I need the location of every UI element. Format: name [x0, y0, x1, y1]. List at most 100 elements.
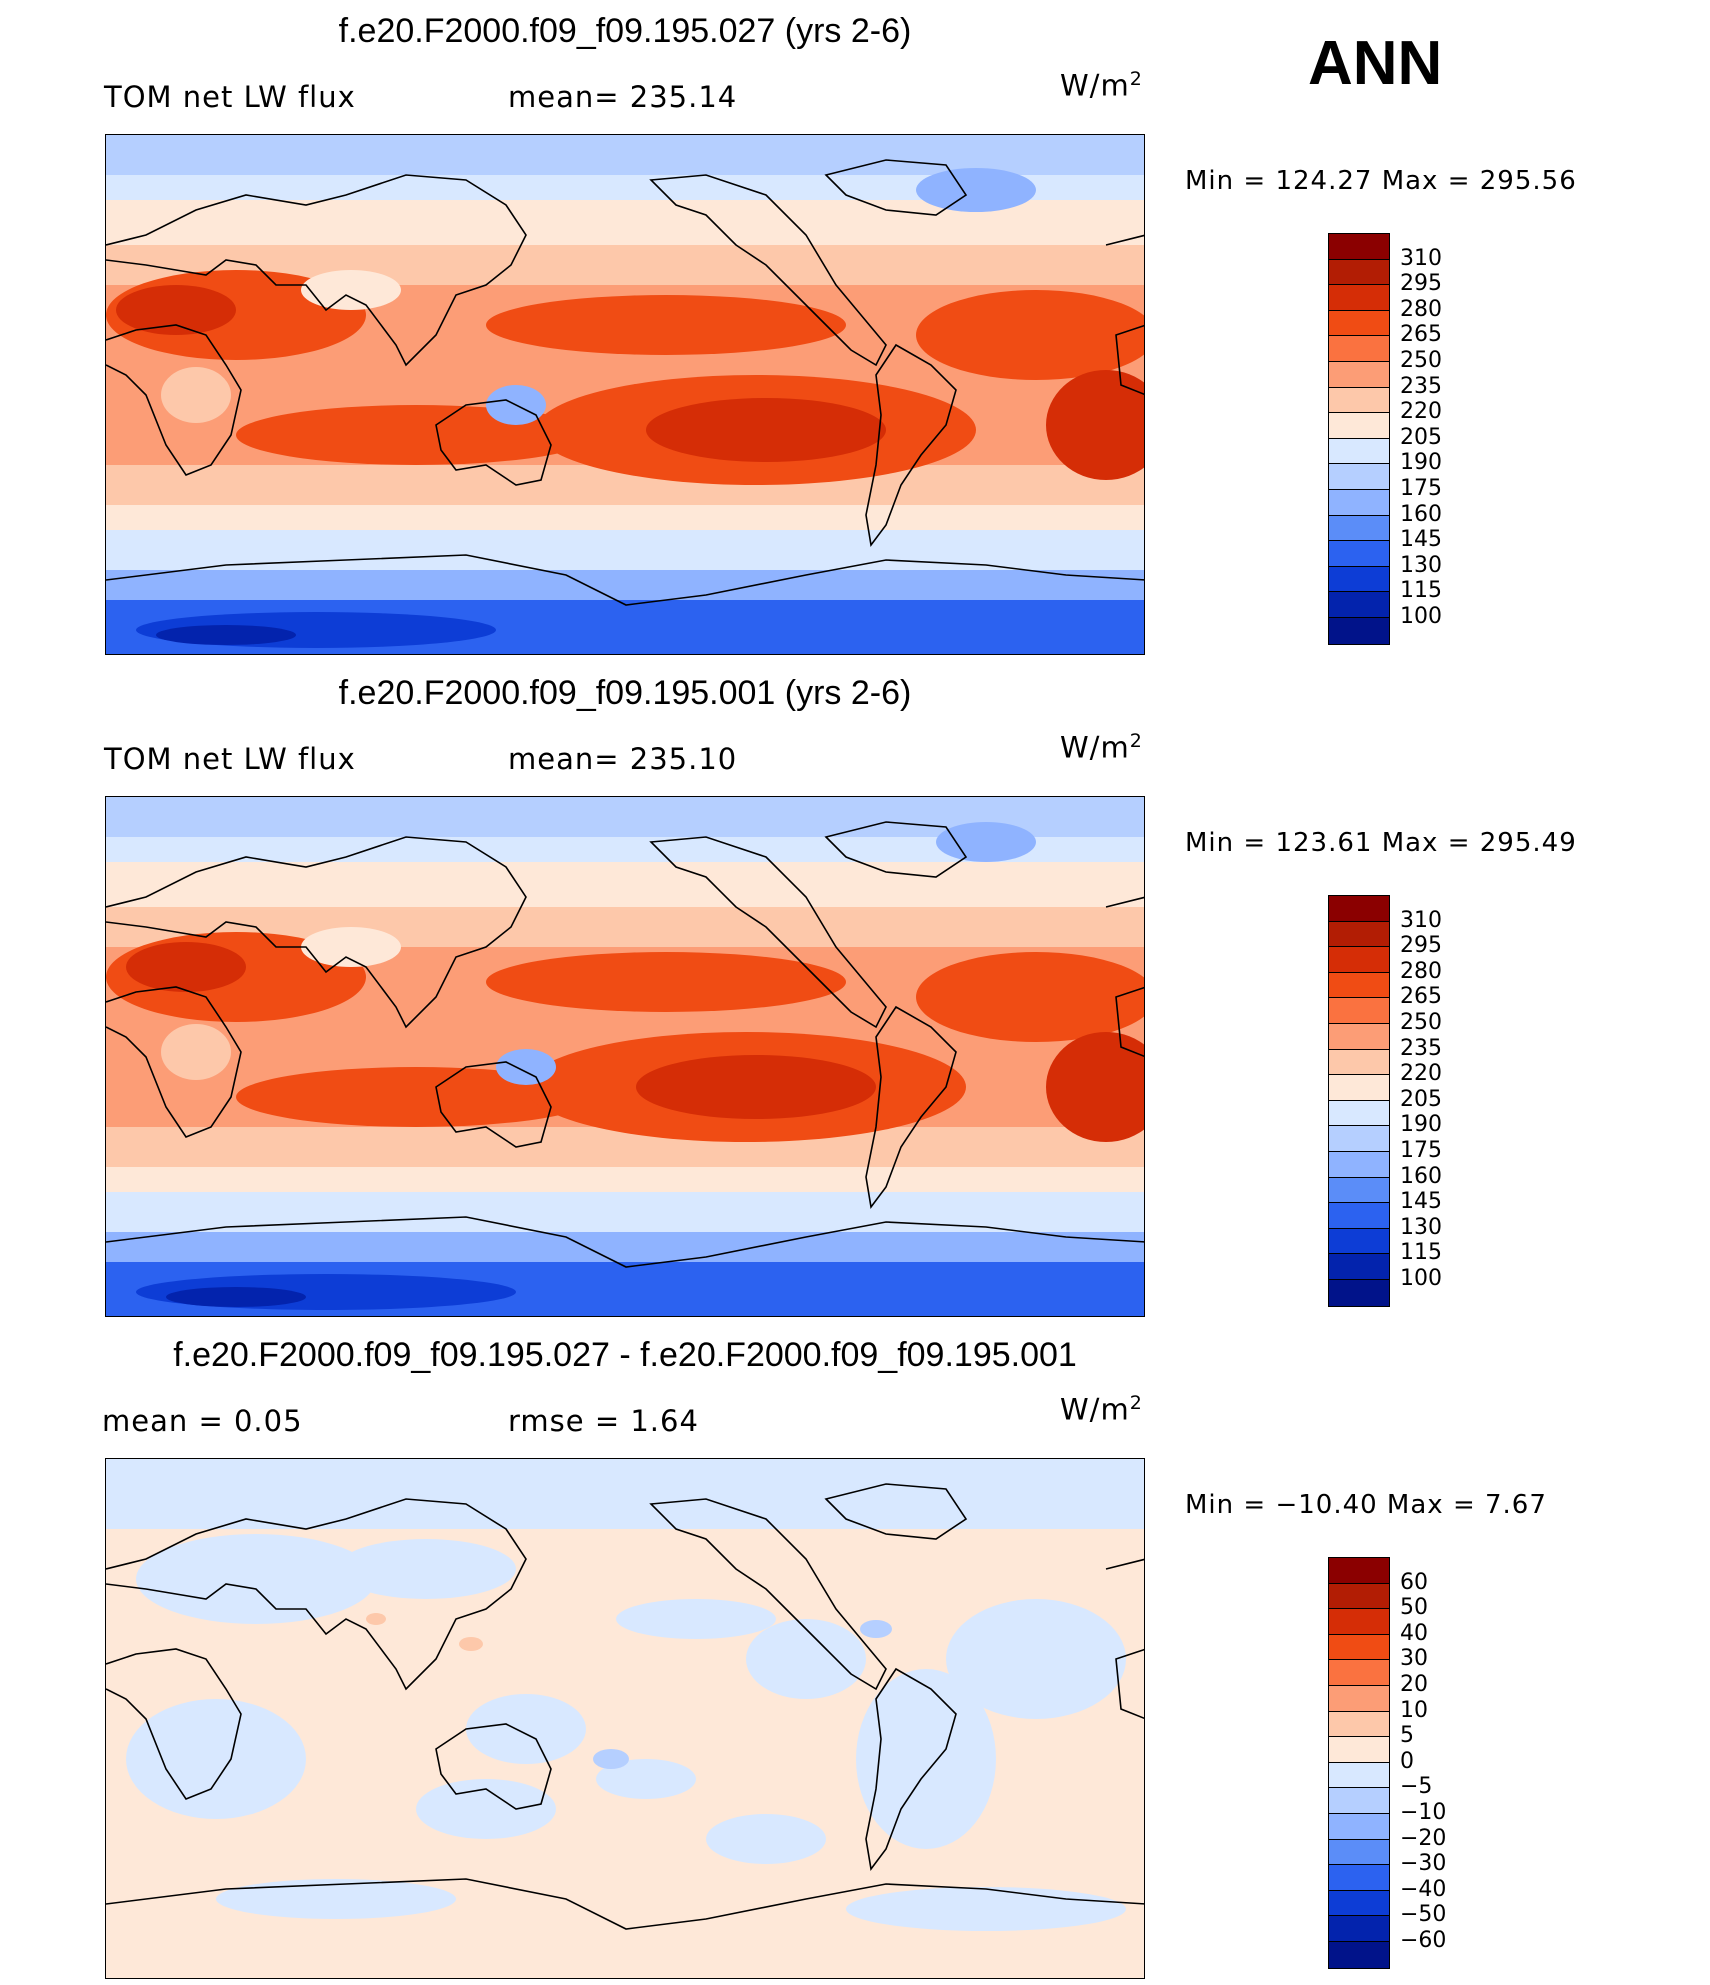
colorbar-segment — [1329, 592, 1389, 618]
colorbar-tick-label: 30 — [1400, 1646, 1428, 1672]
panel-3-min-max: Min = −10.40 Max = 7.67 — [1185, 1490, 1547, 1520]
panel-2-title: f.e20.F2000.f09_f09.195.001 (yrs 2-6) — [338, 674, 912, 712]
colorbar-segment — [1329, 617, 1389, 644]
colorbar-segment — [1329, 489, 1389, 516]
colorbar-tick-label: 100 — [1400, 1266, 1442, 1291]
colorbar-segment — [1329, 310, 1389, 337]
colorbar-segment — [1329, 515, 1389, 542]
colorbar-segment — [1329, 1177, 1389, 1204]
colorbar-tick-label: 205 — [1400, 1086, 1442, 1112]
panel-2-variable-label: TOM net LW flux — [104, 742, 356, 776]
panel-1-colorbar — [1328, 233, 1390, 645]
colorbar-tick-label: 145 — [1400, 1189, 1442, 1215]
field-features-small — [366, 1613, 892, 1769]
field-features — [106, 168, 1144, 648]
colorbar-tick-label: −30 — [1400, 1851, 1447, 1877]
colorbar-segment — [1329, 361, 1389, 388]
colorbar-segment — [1329, 1075, 1389, 1101]
colorbar-tick-label: 295 — [1400, 933, 1442, 959]
colorbar-tick-label: 20 — [1400, 1672, 1428, 1697]
colorbar-segment — [1329, 1254, 1389, 1280]
colorbar-tick-label: 115 — [1400, 1240, 1442, 1266]
colorbar-tick-label: 220 — [1400, 1061, 1442, 1087]
colorbar-tick-label: 220 — [1400, 399, 1442, 425]
colorbar-segment — [1329, 541, 1389, 567]
colorbar-tick-label: 160 — [1400, 501, 1442, 527]
colorbar-segment — [1329, 1737, 1389, 1763]
coastlines — [106, 159, 1144, 606]
panel-2-colorbar — [1328, 895, 1390, 1307]
colorbar-segment — [1329, 947, 1389, 973]
colorbar-segment — [1329, 1762, 1389, 1789]
colorbar-segment — [1329, 1660, 1389, 1686]
colorbar-tick-label: 0 — [1400, 1748, 1414, 1774]
colorbar-segment — [1329, 896, 1389, 922]
colorbar-segment — [1329, 464, 1389, 490]
colorbar-segment — [1329, 387, 1389, 414]
colorbar-segment — [1329, 1279, 1389, 1306]
colorbar-tick-label: 160 — [1400, 1163, 1442, 1189]
panel-2-min-max: Min = 123.61 Max = 295.49 — [1185, 828, 1577, 858]
colorbar-tick-label: 280 — [1400, 958, 1442, 984]
panel-1-variable-label: TOM net LW flux — [104, 80, 356, 114]
colorbar-tick-label: 145 — [1400, 527, 1442, 553]
panel-2-units: W/m2 — [1060, 730, 1143, 765]
colorbar-segment — [1329, 285, 1389, 311]
colorbar-tick-label: 10 — [1400, 1697, 1428, 1723]
colorbar-tick-label: 130 — [1400, 1214, 1442, 1240]
colorbar-segment — [1329, 566, 1389, 593]
colorbar-segment — [1329, 1634, 1389, 1661]
colorbar-segment — [1329, 1609, 1389, 1635]
colorbar-tick-label: 100 — [1400, 604, 1442, 629]
field-features — [106, 822, 1144, 1310]
colorbar-segment — [1329, 1049, 1389, 1076]
colorbar-segment — [1329, 1711, 1389, 1738]
panel-1-map — [105, 134, 1145, 655]
panel-1-units: W/m2 — [1060, 68, 1143, 103]
colorbar-tick-label: 250 — [1400, 1010, 1442, 1035]
colorbar-segment — [1329, 1685, 1389, 1712]
colorbar-segment — [1329, 1151, 1389, 1178]
colorbar-tick-label: 295 — [1400, 271, 1442, 297]
colorbar-segment — [1329, 1203, 1389, 1229]
colorbar-segment — [1329, 1126, 1389, 1152]
panel-1-mean-label: mean= 235.14 — [508, 80, 738, 114]
colorbar-segment — [1329, 1865, 1389, 1891]
colorbar-tick-label: 115 — [1400, 578, 1442, 604]
colorbar-tick-label: 60 — [1400, 1569, 1428, 1595]
coastlines — [106, 1483, 1144, 1930]
panel-2-mean-label: mean= 235.10 — [508, 742, 738, 776]
colorbar-segment — [1329, 1100, 1389, 1127]
colorbar-tick-label: 310 — [1400, 907, 1442, 933]
colorbar-tick-label: 235 — [1400, 1035, 1442, 1061]
colorbar-segment — [1329, 1839, 1389, 1866]
panel-3-mean-label: mean = 0.05 — [102, 1404, 303, 1438]
colorbar-segment — [1329, 972, 1389, 999]
colorbar-segment — [1329, 1813, 1389, 1840]
colorbar-segment — [1329, 259, 1389, 286]
colorbar-tick-label: 50 — [1400, 1595, 1428, 1621]
colorbar-tick-label: 235 — [1400, 373, 1442, 399]
colorbar-segment — [1329, 413, 1389, 439]
colorbar-tick-label: −40 — [1400, 1876, 1447, 1902]
colorbar-segment — [1329, 1583, 1389, 1610]
panel-3-units: W/m2 — [1060, 1392, 1143, 1427]
colorbar-tick-label: 175 — [1400, 476, 1442, 501]
colorbar-tick-label: 190 — [1400, 450, 1442, 476]
colorbar-tick-label: 175 — [1400, 1138, 1442, 1163]
colorbar-tick-label: 265 — [1400, 322, 1442, 348]
field-features — [126, 1534, 1126, 1931]
field-bands — [106, 797, 1144, 1316]
colorbar-segment — [1329, 1916, 1389, 1942]
colorbar-segment — [1329, 921, 1389, 948]
panel-2-map — [105, 796, 1145, 1317]
panel-3-map — [105, 1458, 1145, 1979]
colorbar-tick-label: 205 — [1400, 424, 1442, 450]
colorbar-tick-label: 280 — [1400, 296, 1442, 322]
colorbar-tick-label: 40 — [1400, 1620, 1428, 1646]
colorbar-segment — [1329, 1941, 1389, 1968]
colorbar-segment — [1329, 1023, 1389, 1050]
colorbar-tick-label: −60 — [1400, 1928, 1447, 1953]
coastlines — [106, 821, 1144, 1268]
colorbar-segment — [1329, 1788, 1389, 1814]
